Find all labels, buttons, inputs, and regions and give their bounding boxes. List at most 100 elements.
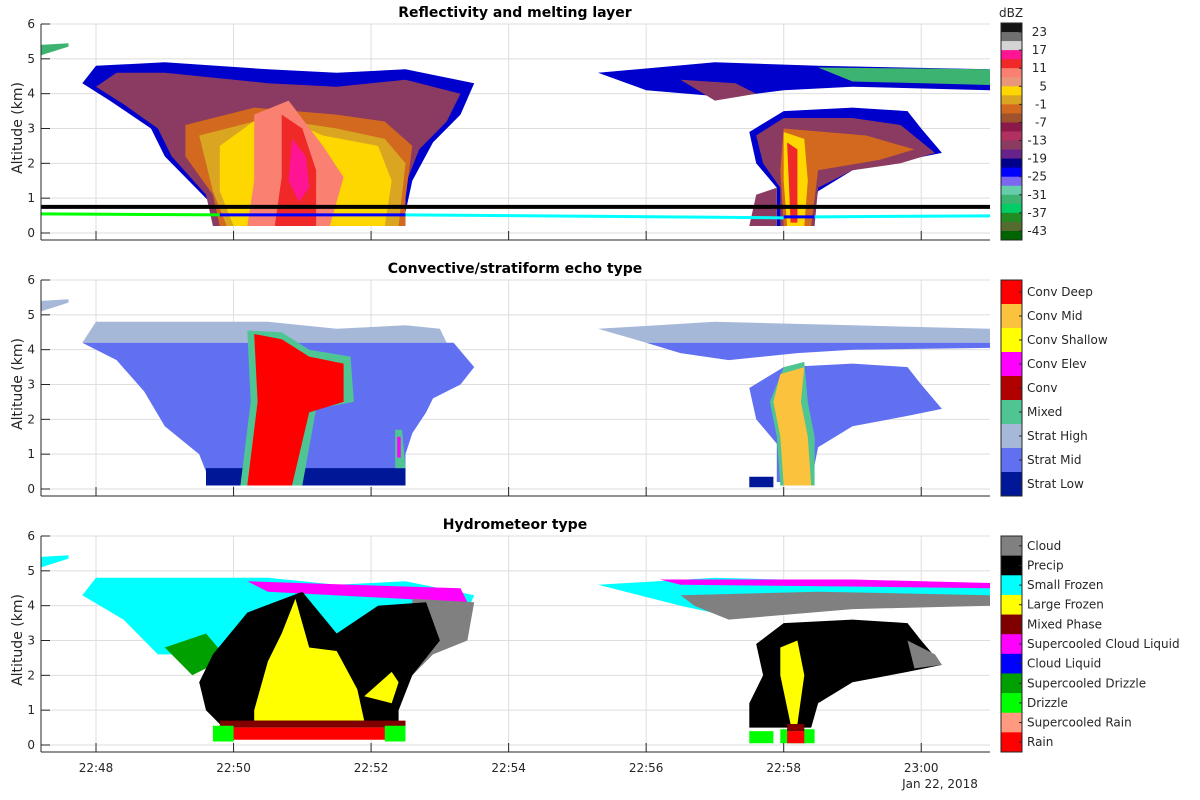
legend-swatch — [1001, 653, 1022, 674]
region-strat-mid-2 — [646, 342, 990, 361]
legend-swatch — [1001, 376, 1022, 401]
y-axis-label-1: Altitude (km) — [10, 82, 26, 174]
legend-swatch — [1001, 614, 1022, 635]
legend-label: Supercooled Drizzle — [1027, 676, 1146, 690]
colorbar-band — [1001, 194, 1022, 205]
region-cloud-3 — [907, 640, 942, 669]
region-mixed-phase-1 — [219, 720, 406, 728]
region-corner-green — [41, 43, 69, 56]
region-drizzle-1b — [384, 725, 406, 742]
legend-echo-type: Conv Deep Conv Mid Conv Shallow Conv Elev Co… — [1000, 279, 1108, 497]
panel-title-echo-type: Convective/stratiform echo type — [388, 261, 643, 277]
legend-label: Conv Shallow — [1027, 333, 1108, 347]
y-tick-label: 1 — [27, 191, 35, 205]
legend-label: Conv Elev — [1027, 357, 1087, 371]
colorbar-tick-label: -13 — [1027, 134, 1047, 148]
legend-label: Conv Mid — [1027, 309, 1083, 323]
date-label: Jan 22, 2018 — [901, 777, 978, 791]
panel-echo-type: Convective/stratiform echo type 0123456 … — [10, 261, 1108, 497]
region-cell-2-main-orange — [780, 128, 915, 226]
legend-label: Rain — [1027, 735, 1053, 749]
colorbar-band — [1001, 32, 1022, 42]
region-mixed-phase-2 — [787, 724, 805, 732]
y-tick-label: 5 — [27, 564, 35, 578]
colorbar-tick-label: 11 — [1032, 61, 1047, 75]
melting-layer — [40, 204, 991, 220]
colorbar-tick-label: -1 — [1035, 97, 1047, 111]
y-axis-label-3: Altitude (km) — [10, 594, 26, 686]
legend-label: Strat High — [1027, 429, 1088, 443]
region-large-frozen-3 — [780, 640, 805, 725]
colorbar-band — [1001, 113, 1022, 123]
panel-title-hydrometeor: Hydrometeor type — [443, 517, 587, 533]
region-cell-2-main-red — [787, 142, 798, 223]
region-conv-mid-1 — [773, 367, 812, 486]
legend-swatch — [1001, 304, 1022, 329]
colorbar-band — [1001, 203, 1022, 214]
colorbar-band — [1001, 176, 1022, 187]
colorbar-tick-label: -19 — [1027, 152, 1047, 166]
legend-swatch — [1001, 673, 1022, 694]
legend-hydrometeor: Cloud Precip Small Frozen Large Frozen Mixed… — [1000, 535, 1180, 753]
legend-label: Mixed — [1027, 405, 1062, 419]
colorbar-tick-label: -37 — [1027, 206, 1047, 220]
axes-1: 0 1 2 3 4 5 6 — [27, 17, 990, 241]
region-rain-1 — [219, 727, 406, 740]
colorbar-band — [1001, 86, 1022, 96]
regions-2 — [41, 299, 990, 488]
melting-layer-bottom-line-none-2 — [814, 214, 991, 219]
legend-swatch — [1001, 634, 1022, 655]
legend-swatch — [1001, 280, 1022, 305]
colorbar-band — [1001, 68, 1022, 78]
x-tick-labels: 22:48 22:50 22:52 22:54 22:56 22:58 23:00 — [79, 761, 939, 775]
colorbar-tick-label: -31 — [1027, 188, 1047, 202]
colorbar-band — [1001, 221, 1022, 232]
legend-label: Cloud Liquid — [1027, 657, 1101, 671]
colorbar-tick-label: 17 — [1032, 43, 1047, 57]
y-tick-label: 0 — [27, 226, 35, 240]
region-cell-1-pink — [288, 138, 310, 202]
legend-frame — [1000, 279, 1023, 497]
panel-hydrometeor: Hydrometeor type 0 1 2 3 4 5 6 Altitude (km) C… — [10, 517, 1180, 791]
legend-label: Drizzle — [1027, 696, 1068, 710]
region-drizzle-1a — [212, 725, 234, 742]
colorbar-band — [1001, 149, 1022, 160]
y-tick-label: 6 — [27, 273, 35, 287]
colorbar-tick-label: -7 — [1035, 115, 1047, 129]
y-tick-label: 0 — [27, 738, 35, 752]
region-large-frozen-2 — [364, 671, 399, 704]
legend-swatch — [1001, 328, 1022, 353]
legend-label: Strat Low — [1027, 477, 1084, 491]
legend-label: Strat Mid — [1027, 453, 1081, 467]
legend-swatch — [1001, 400, 1022, 425]
region-conv-deep-1 — [247, 334, 344, 486]
legend-label: Mixed Phase — [1027, 617, 1102, 631]
legend-swatch — [1001, 536, 1022, 557]
region-cell-2-upper-green — [818, 67, 990, 85]
colorbar-band — [1001, 185, 1022, 196]
colorbar-band — [1001, 95, 1022, 105]
x-tick-label: 22:56 — [629, 761, 664, 775]
y-tick-label: 4 — [27, 599, 35, 613]
colorbar-band — [1001, 212, 1022, 223]
legend-label: Supercooled Cloud Liquid — [1027, 637, 1180, 651]
colorbar-tick-label: 5 — [1039, 79, 1047, 93]
x-tick-label: 22:58 — [766, 761, 801, 775]
region-strat-low-1 — [206, 468, 406, 486]
legend-swatch — [1001, 448, 1022, 473]
legend-swatch — [1001, 352, 1022, 377]
colorbar-band — [1001, 23, 1022, 33]
y-tick-label: 6 — [27, 529, 35, 543]
y-tick-label: 2 — [27, 156, 35, 170]
colorbar-band — [1001, 167, 1022, 178]
x-tick-label: 22:52 — [354, 761, 389, 775]
legend-swatch — [1001, 424, 1022, 449]
y-tick-label: 2 — [27, 412, 35, 426]
axes-2: 0 1 2 3 4 5 6 — [27, 273, 990, 497]
legend-swatch — [1001, 712, 1022, 733]
regions-1 — [41, 43, 990, 226]
legend-label: Small Frozen — [1027, 578, 1103, 592]
regions-3 — [41, 555, 990, 744]
colorbar: 23 17 11 5 -1 -7 -13 -19 -25 -31 -37 -43 — [1000, 22, 1047, 241]
